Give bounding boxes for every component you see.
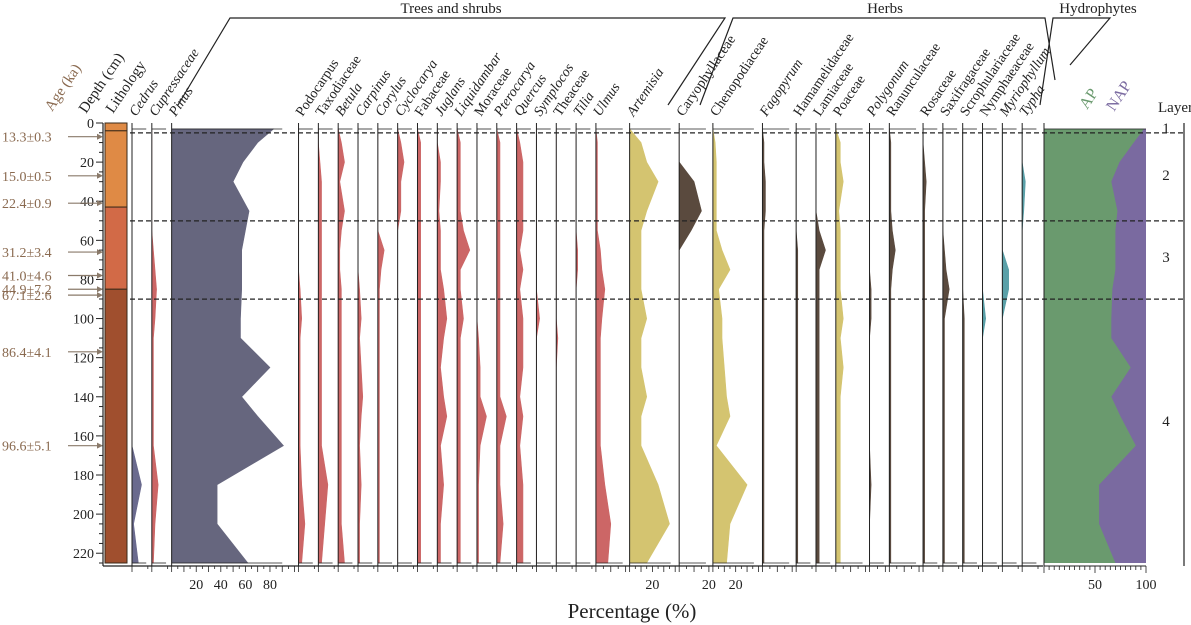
area-cyclocarya (397, 128, 405, 563)
area-liquidambar (456, 128, 471, 564)
lithology-unit (104, 122, 128, 132)
group-brackets: Trees and shrubs Herbs Hydrophytes (177, 1, 1137, 106)
age-label: 96.6±5.1 (2, 440, 52, 455)
area-chenopodiaceae (712, 128, 748, 564)
age-label: 41.0±4.6 (2, 270, 52, 285)
area-podocarpus (298, 128, 306, 564)
herbs-bracket (699, 17, 1056, 106)
column-headers: Age (ka)Depth (cm)LithologyCedrusCupress… (42, 31, 1054, 120)
ap-tick-label: 100 (1136, 578, 1157, 593)
hydrophytes-bracket (1039, 17, 1112, 106)
area-saxifragaceae (942, 128, 950, 564)
ap-nap-panel: 50 100 AP NAP (1043, 78, 1157, 593)
area-juglans (437, 128, 448, 564)
taxa-panels: 20 40 60 80 20 20 20 (131, 123, 1039, 593)
layer-label: 3 (1162, 250, 1170, 266)
layer-label: 2 (1162, 168, 1170, 184)
area-pterocarya (496, 128, 507, 564)
panel-tick-label: 80 (263, 578, 277, 593)
depth-age-lithology: 02040608010012014016018020022013.3±0.315… (2, 117, 1043, 567)
age-arrowhead (97, 133, 103, 140)
nap-label: NAP (1103, 78, 1135, 114)
lithology-unit (104, 130, 128, 208)
panel-tick-label: 20 (645, 578, 659, 593)
age-arrowhead (97, 292, 103, 299)
depth-tick-label: 120 (73, 352, 94, 367)
layer-label: 1 (1162, 121, 1170, 137)
area-cedrus (131, 128, 142, 564)
depth-tick-label: 60 (80, 234, 94, 249)
area-caryophyllaceae (678, 128, 702, 563)
depth-tick-label: 200 (73, 508, 94, 523)
ap-area (1044, 128, 1144, 563)
panel-tick-label: 60 (238, 578, 252, 593)
depth-tick-label: 180 (73, 469, 94, 484)
depth-tick-label: 0 (87, 117, 94, 132)
area-cupressaceae (151, 128, 159, 564)
area-fabaceae (417, 128, 421, 564)
ap-tick-label: 50 (1088, 578, 1102, 593)
age-label: 67.1±2.6 (2, 289, 52, 304)
area-pinus (171, 128, 284, 564)
lithology-unit (104, 288, 128, 564)
taxon-header-artemisia: Artemisia (624, 66, 667, 120)
area-taxodiaceae (318, 128, 329, 564)
age-arrowhead (97, 249, 103, 256)
group-label-hydrophytes: Hydrophytes (1059, 1, 1137, 17)
age-arrowhead (97, 200, 103, 207)
area-moraceae (476, 128, 487, 564)
age-arrowhead (97, 272, 103, 279)
depth-tick-label: 140 (73, 391, 94, 406)
depth-tick-label: 160 (73, 430, 94, 445)
age-label: 86.4±4.1 (2, 346, 52, 361)
age-arrowhead (97, 172, 103, 179)
layer-header: Layer (1158, 100, 1191, 116)
depth-tick-label: 80 (80, 273, 94, 288)
layer-column: Layer 1 2 3 4 (1158, 100, 1191, 566)
trees-bracket (177, 17, 727, 106)
ap-label: AP (1076, 86, 1102, 113)
panel-tick-label: 40 (214, 578, 228, 593)
age-label: 31.2±3.4 (2, 246, 52, 261)
area-betula (337, 128, 345, 564)
age-arrowhead (97, 442, 103, 449)
age-label: 22.4±0.9 (2, 197, 52, 212)
depth-tick-label: 220 (73, 547, 94, 562)
area-fagopyrum (762, 128, 766, 564)
age-label: 44.9±7.2 (2, 283, 52, 298)
area-carpinus (357, 128, 364, 564)
area-corylus (377, 128, 385, 564)
age-arrowhead (97, 348, 103, 355)
panel-tick-label: 20 (729, 578, 743, 593)
area-lamiaceae (815, 128, 826, 564)
group-label-herbs: Herbs (867, 1, 903, 17)
area-artemisia (629, 128, 670, 564)
depth-tick-label: 100 (73, 313, 94, 328)
area-myriophyllum (1002, 128, 1009, 563)
depth-tick-label: 20 (80, 156, 94, 171)
x-axis-label: Percentage (%) (568, 599, 697, 623)
panel-tick-label: 20 (702, 578, 716, 593)
group-label-trees: Trees and shrubs (400, 1, 501, 17)
age-arrowhead (97, 286, 103, 293)
area-rosaceae (922, 128, 927, 564)
area-ranunculaceae (889, 128, 896, 564)
panel-tick-label: 20 (189, 578, 203, 593)
zone-boundaries (130, 132, 1183, 300)
age-label: 13.3±0.3 (2, 131, 52, 146)
age-label: 15.0±0.5 (2, 170, 52, 185)
area-quercus (516, 128, 524, 564)
layer-label: 4 (1162, 414, 1170, 430)
area-ulmus (595, 128, 612, 564)
lithology-unit (104, 206, 128, 290)
area-poaceae (835, 128, 844, 564)
